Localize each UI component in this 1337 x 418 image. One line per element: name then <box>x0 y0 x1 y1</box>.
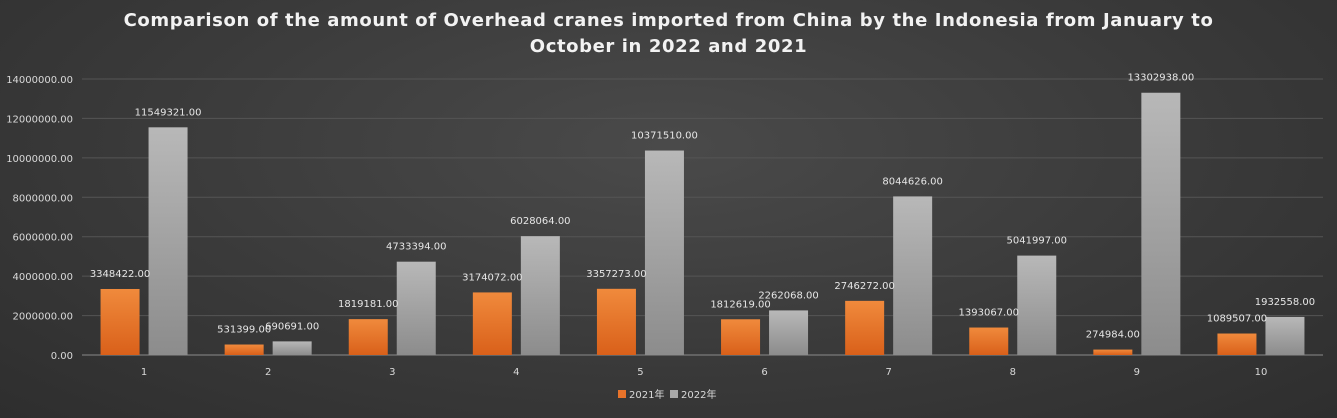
bar-2021 <box>224 344 264 355</box>
y-tick-label: 0.00 <box>51 351 73 362</box>
x-tick-label: 5 <box>637 367 643 378</box>
bar-2021 <box>969 327 1009 355</box>
data-label-2022: 2262068.00 <box>758 290 818 301</box>
bar-2021 <box>845 300 885 355</box>
bar-2022 <box>1141 92 1181 356</box>
data-label-2022: 8044626.00 <box>882 176 942 187</box>
x-tick-label: 9 <box>1134 367 1140 378</box>
x-tick-label: 2 <box>265 367 271 378</box>
data-label-2022: 11549321.00 <box>135 107 202 118</box>
data-label-2022: 13302938.00 <box>1127 73 1194 84</box>
bar-2022 <box>520 236 560 355</box>
bar-2021 <box>472 292 512 355</box>
legend: 2021年 2022年 <box>618 388 716 401</box>
legend-swatch-2021 <box>618 390 626 398</box>
x-tick-label: 10 <box>1255 367 1268 378</box>
x-tick-label: 8 <box>1010 367 1016 378</box>
bar-2021 <box>1093 349 1133 355</box>
y-tick-label: 2000000.00 <box>13 312 73 323</box>
gridlines <box>82 78 1323 356</box>
y-tick-label: 14000000.00 <box>6 75 73 86</box>
bar-2021 <box>1217 333 1257 355</box>
bar-2022 <box>148 127 188 355</box>
bar-2021 <box>596 288 636 355</box>
bar-2021 <box>721 319 761 355</box>
chart-title: Comparison of the amount of Overhead cra… <box>0 8 1337 60</box>
data-label-2021: 2746272.00 <box>834 281 894 292</box>
y-tick-label: 4000000.00 <box>13 272 73 283</box>
bar-2021 <box>348 319 388 355</box>
x-tick-label: 4 <box>513 367 519 378</box>
data-label-2022: 10371510.00 <box>631 131 698 142</box>
bar-2021 <box>100 288 140 355</box>
data-label-2021: 3348422.00 <box>90 269 150 280</box>
bar-2022 <box>769 310 809 355</box>
data-label-2021: 274984.00 <box>1086 330 1140 341</box>
y-tick-label: 10000000.00 <box>6 154 73 165</box>
data-label-2021: 1393067.00 <box>959 308 1019 319</box>
x-axis-tick-labels: 1 2 3 4 5 6 7 8 9 10 <box>141 367 1267 378</box>
x-tick-label: 7 <box>885 367 891 378</box>
data-label-2022: 5041997.00 <box>1007 236 1067 247</box>
bar-2022 <box>1017 255 1057 355</box>
data-label-2022: 1932558.00 <box>1255 297 1315 308</box>
legend-swatch-2022 <box>670 390 678 398</box>
x-tick-label: 1 <box>141 367 147 378</box>
data-label-2022: 6028064.00 <box>510 216 570 227</box>
x-tick-label: 3 <box>389 367 395 378</box>
data-label-2022: 4733394.00 <box>386 242 446 253</box>
bar-2022 <box>272 341 312 355</box>
bars <box>100 92 1305 356</box>
data-label-2022: 690691.00 <box>265 321 319 332</box>
y-tick-label: 12000000.00 <box>6 114 73 125</box>
bar-2022 <box>644 150 684 355</box>
bar-2022 <box>893 196 933 355</box>
y-tick-label: 8000000.00 <box>13 193 73 204</box>
y-axis-tick-labels: 0.00 2000000.00 4000000.00 6000000.00 800000… <box>6 75 73 362</box>
data-label-2021: 3174072.00 <box>462 272 522 283</box>
bar-2022 <box>1265 316 1305 355</box>
chart-title-line-2: October in 2022 and 2021 <box>529 36 808 57</box>
bar-2022 <box>396 261 436 355</box>
legend-label-2021: 2021年 <box>629 388 664 401</box>
data-label-2021: 1812619.00 <box>710 299 770 310</box>
x-tick-label: 6 <box>761 367 767 378</box>
y-tick-label: 6000000.00 <box>13 233 73 244</box>
data-label-2021: 3357273.00 <box>586 269 646 280</box>
legend-label-2022: 2022年 <box>681 388 716 401</box>
data-label-2021: 1819181.00 <box>338 299 398 310</box>
data-label-2021: 531399.00 <box>217 325 271 336</box>
data-label-2021: 1089507.00 <box>1207 314 1267 325</box>
chart-title-line-1: Comparison of the amount of Overhead cra… <box>123 10 1214 31</box>
